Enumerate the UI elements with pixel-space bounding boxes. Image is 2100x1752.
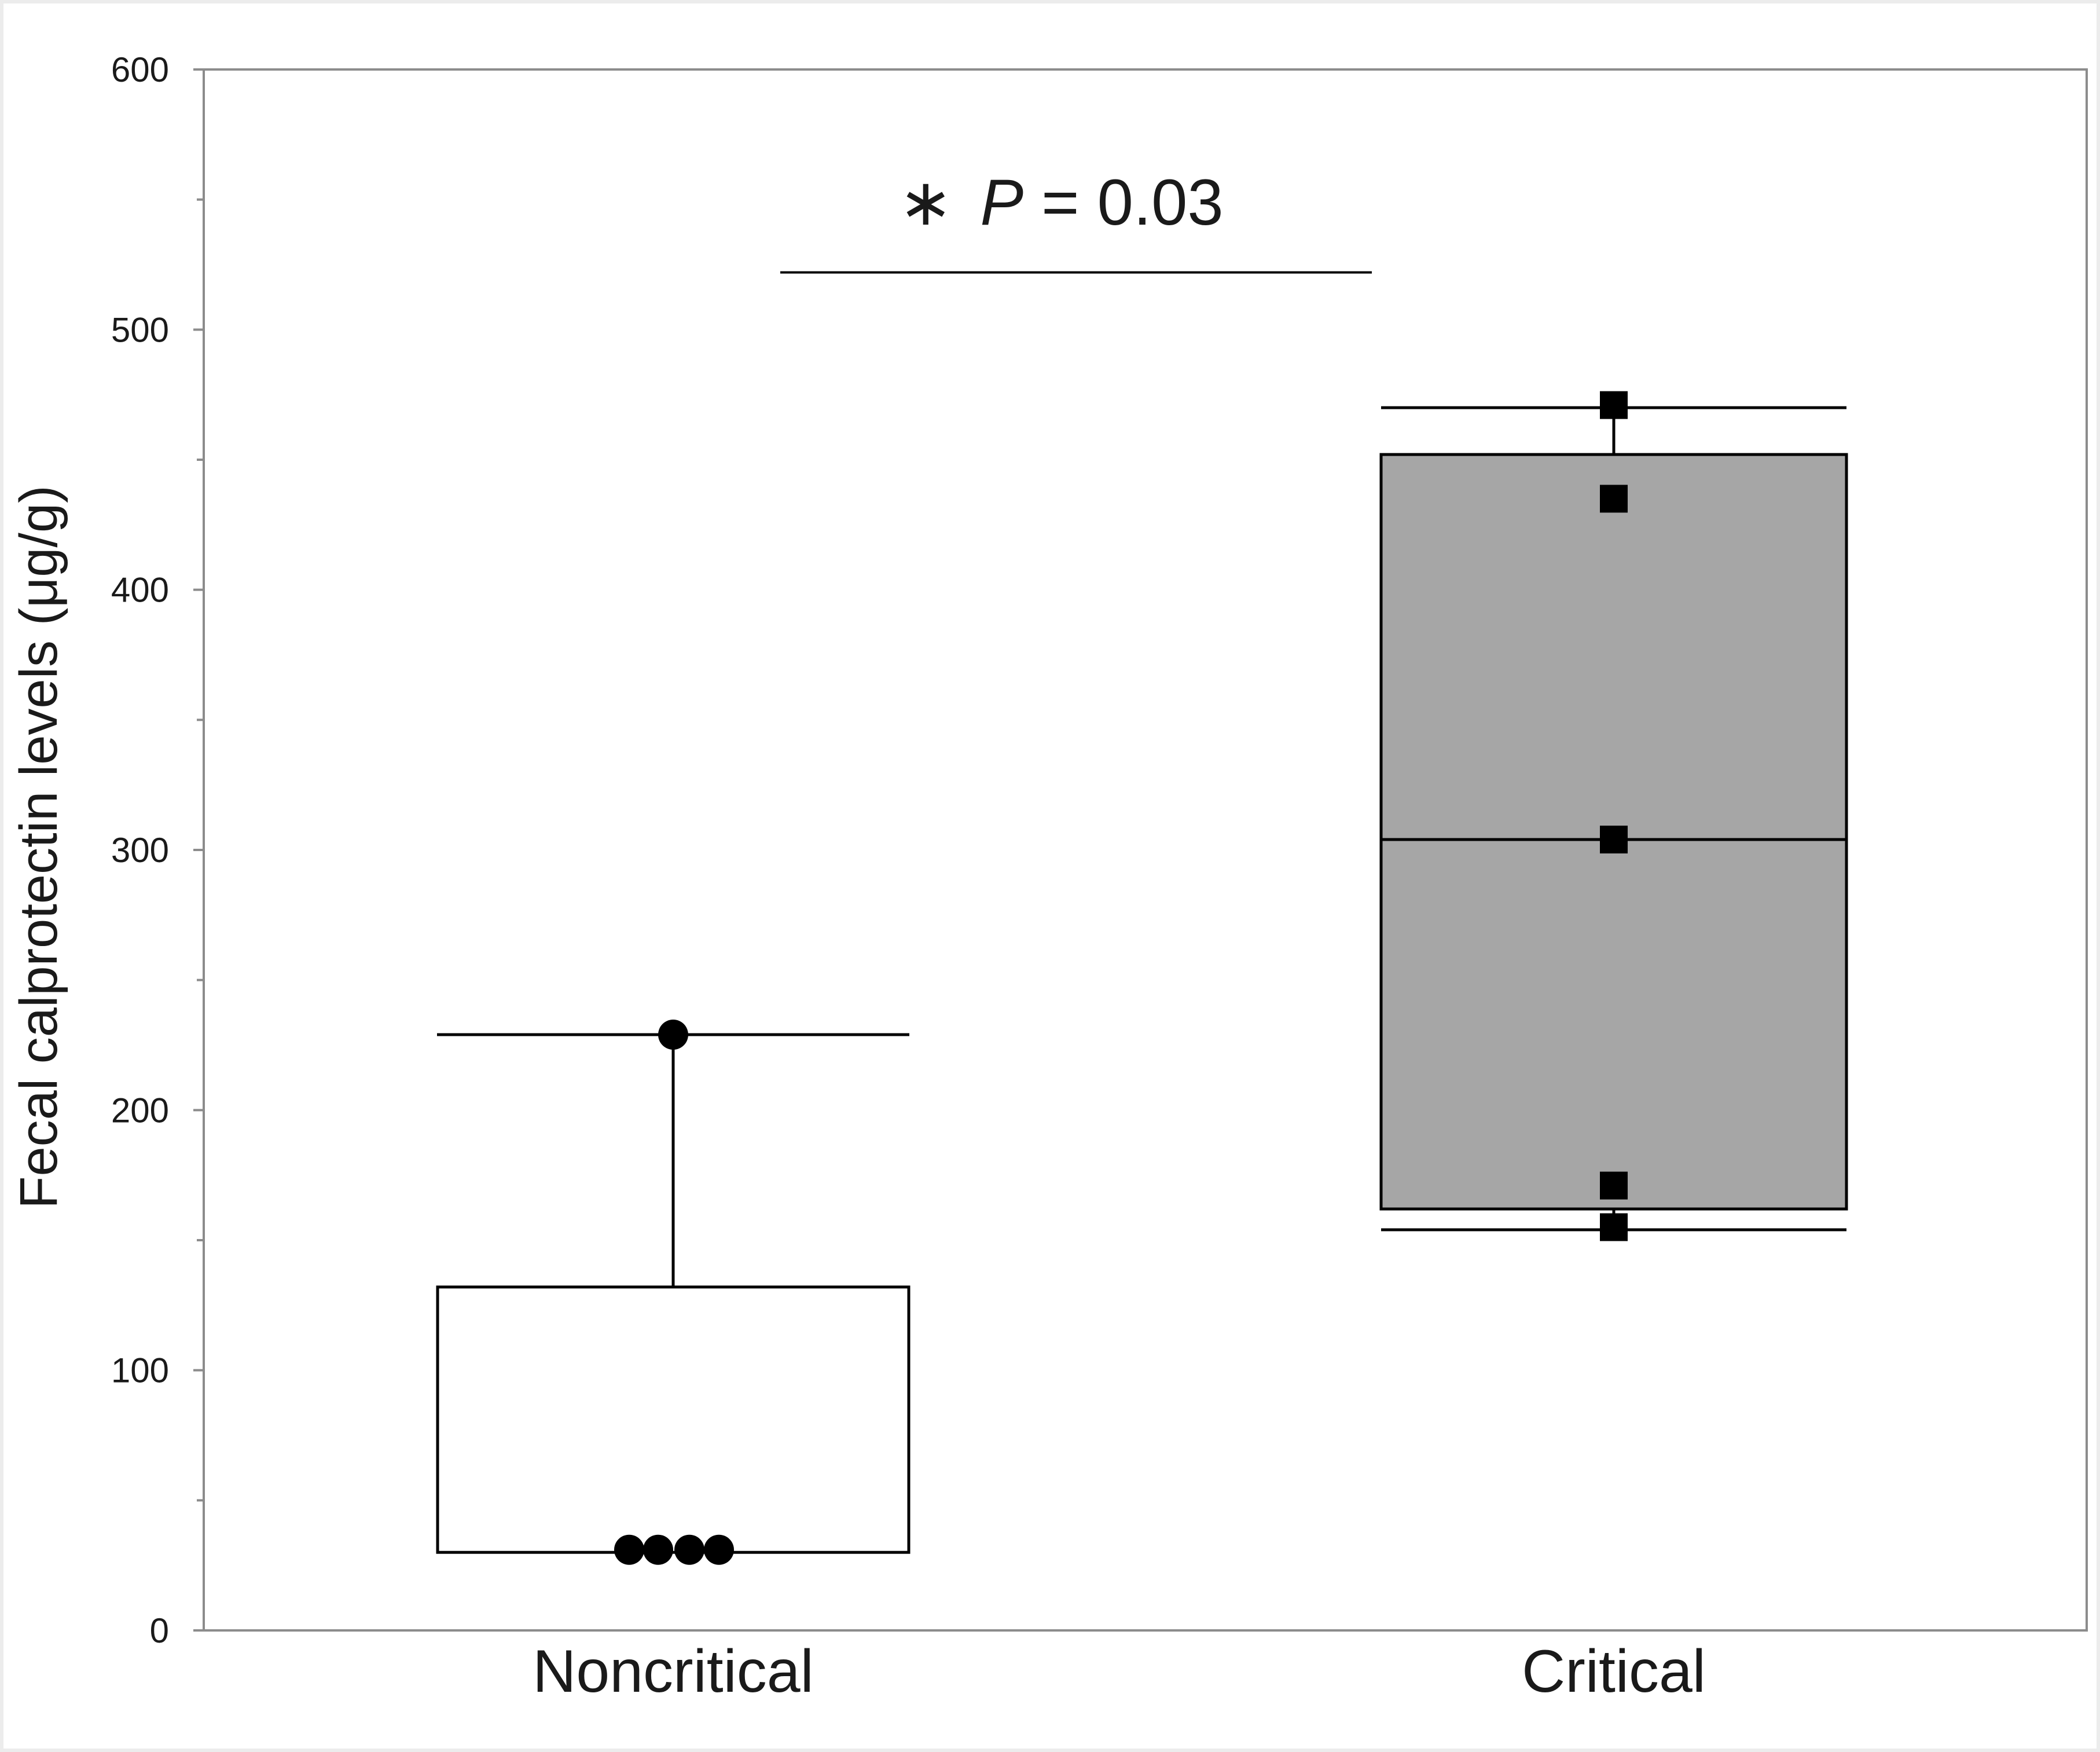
data-point (614, 1534, 644, 1565)
y-tick-label: 100 (111, 1351, 169, 1390)
box-noncritical (436, 1285, 911, 1554)
data-point (1600, 826, 1628, 854)
data-point (1600, 1213, 1628, 1241)
data-point (674, 1534, 704, 1565)
data-point (1600, 485, 1628, 513)
p-value: = 0.03 (1041, 166, 1224, 239)
significance-star: ∗ (898, 166, 953, 239)
category-label-critical: Critical (1522, 1638, 1706, 1705)
y-axis-tick-labels: 0 100 200 300 400 500 600 (111, 50, 169, 1650)
y-tick-label: 0 (150, 1611, 169, 1650)
y-axis-title: Fecal calprotectin levels (μg/g) (9, 485, 68, 1209)
significance-annotation: ∗ P = 0.03 (780, 166, 1372, 274)
box-critical (1379, 453, 1848, 1211)
data-point (704, 1534, 734, 1565)
x-axis-category-labels: Noncritical Critical (533, 1638, 1706, 1705)
y-tick-label: 300 (111, 831, 169, 870)
category-label-noncritical: Noncritical (533, 1638, 813, 1705)
y-tick-label: 200 (111, 1091, 169, 1130)
p-symbol: P (980, 166, 1023, 239)
data-point (643, 1534, 673, 1565)
y-tick-label: 600 (111, 50, 169, 89)
y-axis-ticks (193, 68, 204, 1632)
y-tick-label: 500 (111, 310, 169, 349)
data-point (1600, 1171, 1628, 1200)
box-group-critical (1379, 391, 1848, 1241)
box-group-noncritical (436, 1020, 911, 1565)
box-plot-groups (436, 391, 1848, 1565)
significance-label: ∗ P = 0.03 (898, 166, 1223, 239)
data-point (1600, 391, 1628, 419)
data-point (658, 1020, 688, 1050)
y-tick-label: 400 (111, 571, 169, 610)
